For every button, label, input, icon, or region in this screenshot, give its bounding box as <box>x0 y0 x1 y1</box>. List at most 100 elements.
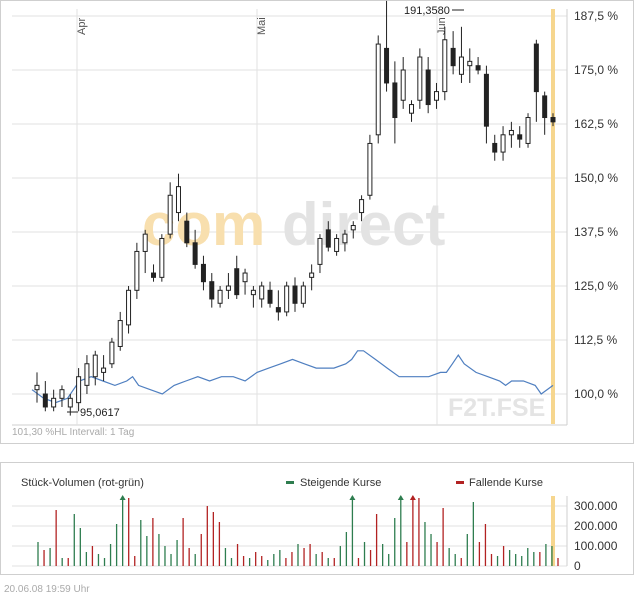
min-annotation: 95,0617 <box>67 407 120 419</box>
candle-body-rising <box>217 289 223 304</box>
candle-body-falling <box>483 73 489 127</box>
candle-body-falling <box>234 268 240 296</box>
price-x-tick-label: Apr <box>76 18 88 35</box>
candle-body-falling <box>325 229 331 248</box>
candle-body-falling <box>542 95 548 119</box>
candle-body-rising <box>175 186 181 214</box>
candle-body-rising <box>342 233 348 244</box>
price-y-tick-label: 100,0 % <box>574 387 618 401</box>
legend-rising-label: Steigende Kurse <box>300 477 381 489</box>
price-y-axis: 187,5 % 175,0 % 162,5 % 150,0 % 137,5 % 125,0… <box>574 9 618 401</box>
candle-body-rising <box>159 237 165 278</box>
volume-y-tick-label: 100.000 <box>574 539 618 553</box>
interval-info: 101,30 %HL Intervall: 1 Tag <box>12 427 134 438</box>
price-y-tick-label: 187,5 % <box>574 9 618 23</box>
candle-body-falling <box>292 285 298 304</box>
price-y-tick-label: 137,5 % <box>574 225 618 239</box>
candle-body-rising <box>442 39 448 93</box>
candle-body-rising <box>250 289 256 296</box>
candle-body-rising <box>417 56 423 101</box>
volume-today-marker <box>551 496 555 566</box>
candle-body-rising <box>359 199 365 214</box>
candle-body-rising <box>67 397 73 408</box>
volume-title: Stück-Volumen (rot-grün) <box>21 477 144 489</box>
candles-layer <box>34 0 556 416</box>
candle-body-falling <box>151 272 157 278</box>
price-grid <box>12 9 568 426</box>
candle-body-rising <box>350 225 356 231</box>
ticker-symbol: F2T.FSE <box>448 394 545 422</box>
candle-body-falling <box>392 82 398 119</box>
candle-body-falling <box>184 220 190 244</box>
candle-body-rising <box>375 43 381 136</box>
candle-body-rising <box>92 354 98 378</box>
candle-body-rising <box>500 134 506 153</box>
price-y-tick-label: 162,5 % <box>574 117 618 131</box>
volume-panel: Stück-Volumen (rot-grün) Steigende Kurse… <box>0 462 634 575</box>
candle-body-rising <box>300 285 306 304</box>
candle-body-rising <box>167 194 173 235</box>
candle-body-falling <box>475 65 481 71</box>
legend-falling-label: Fallende Kurse <box>469 477 543 489</box>
candle-body-rising <box>317 237 323 265</box>
candle-body-rising <box>101 367 107 373</box>
candle-body-rising <box>367 142 373 196</box>
volume-bars-layer <box>37 495 559 566</box>
price-x-tick-label: Mai <box>256 17 268 35</box>
volume-overflow-arrow <box>349 495 356 500</box>
legend-rising: Steigende Kurse <box>286 477 381 489</box>
candle-body-rising <box>259 285 265 300</box>
candle-body-falling <box>192 242 198 265</box>
candle-body-rising <box>334 237 340 252</box>
comparison-line-layer <box>31 350 554 404</box>
candle-body-rising <box>134 250 140 291</box>
candle-body-falling <box>267 289 273 304</box>
candle-body-falling <box>209 281 215 300</box>
candle-body-falling <box>533 43 539 93</box>
candle-body-rising <box>400 69 406 101</box>
max-value-label: 191,3580 <box>404 5 450 17</box>
volume-grid <box>12 496 568 567</box>
candle-body-falling <box>384 47 390 84</box>
candle-body-falling <box>42 393 48 408</box>
price-y-tick-label: 175,0 % <box>574 63 618 77</box>
candle-body-falling <box>550 117 556 123</box>
candle-body-rising <box>117 320 123 347</box>
price-panel: com direct F2T.FSE 187,5 %175,0 %162,5 %… <box>0 0 634 444</box>
price-y-tick-label: 112,5 % <box>574 333 617 347</box>
volume-overflow-arrow <box>409 495 416 500</box>
candle-body-rising <box>109 341 115 365</box>
candle-body-rising <box>284 285 290 313</box>
legend-falling-swatch <box>456 481 464 484</box>
today-marker <box>551 9 555 424</box>
price-x-axis: Apr Mai Jun <box>76 17 448 35</box>
candle-body-rising <box>458 56 464 75</box>
candle-body-rising <box>51 397 57 408</box>
price-y-tick-label: 150,0 % <box>574 171 618 185</box>
legend-falling: Fallende Kurse <box>456 477 543 489</box>
candle-body-rising <box>508 129 514 136</box>
comparison-line <box>31 350 554 404</box>
candle-body-rising <box>433 91 439 101</box>
candle-body-falling <box>517 134 523 140</box>
volume-y-tick-label: 300.000 <box>574 499 618 513</box>
volume-y-axis: 300.000 200.000 100.000 0 <box>574 499 618 573</box>
volume-overflow-arrow <box>397 495 404 500</box>
candle-body-falling <box>275 307 281 313</box>
candle-body-rising <box>142 233 148 252</box>
volume-overflow-arrow <box>119 495 126 500</box>
candle-body-falling <box>450 47 456 67</box>
candle-body-falling <box>425 69 431 106</box>
price-x-tick-label: Jun <box>436 17 448 35</box>
candle-body-rising <box>76 376 82 404</box>
volume-y-tick-label: 200.000 <box>574 519 618 533</box>
volume-y-tick-label: 0 <box>574 559 581 573</box>
min-value-label: 95,0617 <box>80 407 120 419</box>
candle-body-rising <box>242 272 248 283</box>
candle-body-rising <box>59 389 65 399</box>
candle-body-rising <box>525 117 531 144</box>
candle-body-falling <box>200 263 206 283</box>
candle-body-rising <box>225 285 231 291</box>
candle-body-rising <box>409 104 415 114</box>
